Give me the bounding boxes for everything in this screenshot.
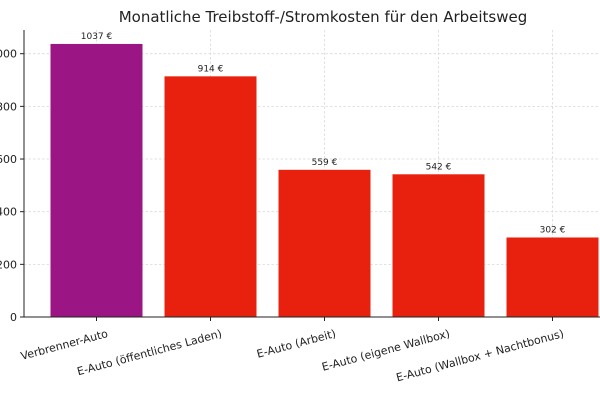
axes — [20, 30, 600, 321]
y-tick-label: 400 — [0, 206, 17, 219]
y-tick-label: 0 — [10, 311, 17, 324]
y-tick-label: 600 — [0, 153, 17, 166]
bar-value-label: 559 € — [312, 158, 338, 168]
bar-1 — [50, 43, 143, 317]
x-category-label: E-Auto (Arbeit) — [255, 327, 337, 361]
bar-3 — [278, 169, 371, 317]
y-tick-label: 1000 — [0, 48, 17, 61]
x-category-label: Verbrenner-Auto — [19, 327, 109, 363]
bar-value-label: 1037 € — [81, 32, 113, 42]
bar-value-label: 542 € — [426, 162, 452, 172]
y-tick-label: 200 — [0, 258, 17, 271]
bar-5 — [506, 237, 599, 317]
bar-value-label: 302 € — [540, 225, 566, 235]
chart-title: Monatliche Treibstoff-/Stromkosten für d… — [119, 8, 528, 26]
bar-4 — [392, 174, 485, 317]
bar-value-label: 914 € — [198, 64, 224, 74]
bars — [50, 43, 599, 318]
y-tick-label: 800 — [0, 100, 17, 113]
bar-2 — [164, 76, 257, 318]
